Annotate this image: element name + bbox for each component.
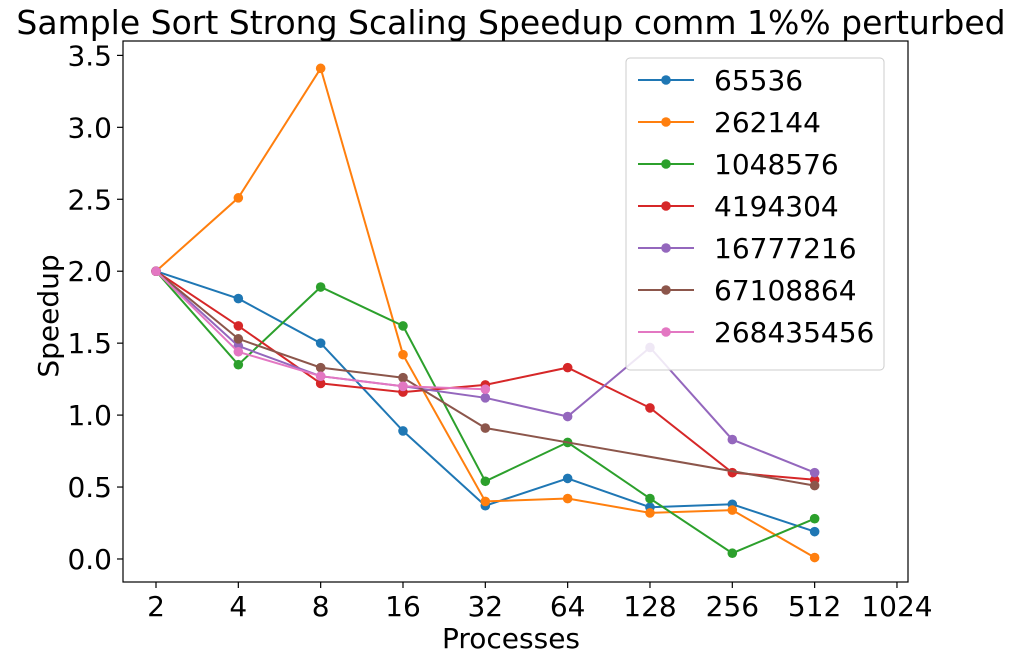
data-point xyxy=(480,393,491,403)
data-point xyxy=(398,426,408,436)
legend-marker xyxy=(661,159,671,169)
data-point xyxy=(233,346,244,357)
data-point xyxy=(233,334,244,344)
data-point xyxy=(398,381,408,392)
data-point xyxy=(315,338,326,348)
x-tick-label: 4 xyxy=(229,590,247,623)
x-tick-label: 64 xyxy=(550,590,586,623)
data-point xyxy=(315,362,326,373)
series-268435456 xyxy=(151,266,491,394)
legend-label: 262144 xyxy=(714,106,821,139)
legend-marker xyxy=(661,285,671,295)
data-point xyxy=(480,476,491,487)
x-tick-label: 2 xyxy=(147,590,165,623)
legend-entry: 16777216 xyxy=(638,232,857,265)
data-point xyxy=(727,505,738,515)
x-tick-label: 512 xyxy=(788,590,841,623)
y-tick-label: 1.0 xyxy=(67,399,112,432)
x-axis: 2 4 8 16 32 64 128 256 512 1024 xyxy=(147,582,933,623)
legend-label: 65536 xyxy=(714,64,803,97)
data-point xyxy=(480,384,491,394)
legend-entry: 268435456 xyxy=(638,316,874,349)
x-tick-label: 8 xyxy=(312,590,330,623)
data-point xyxy=(727,548,738,559)
y-tick-label: 1.5 xyxy=(67,327,112,360)
data-point xyxy=(480,423,491,433)
x-tick-label: 128 xyxy=(623,590,676,623)
legend-entry: 262144 xyxy=(638,106,821,139)
data-point xyxy=(233,359,244,370)
legend-box xyxy=(625,57,885,371)
x-tick-label: 32 xyxy=(467,590,503,623)
legend-label: 4194304 xyxy=(714,190,839,223)
data-point xyxy=(809,552,820,563)
legend-label: 1048576 xyxy=(714,148,839,181)
data-point xyxy=(645,493,655,504)
data-point xyxy=(562,473,573,484)
series-1048576 xyxy=(151,266,820,559)
legend-marker xyxy=(661,327,671,337)
y-tick-label: 3.0 xyxy=(67,111,112,144)
data-point xyxy=(562,411,573,422)
data-point xyxy=(809,513,820,524)
legend-label: 16777216 xyxy=(714,232,857,265)
data-point xyxy=(562,362,573,373)
legend-marker xyxy=(661,75,671,85)
x-axis-label: Processes xyxy=(442,622,580,655)
legend-marker xyxy=(661,201,671,211)
chart-title: Sample Sort Strong Scaling Speedup comm … xyxy=(16,3,1005,42)
x-tick-label: 16 xyxy=(385,590,421,623)
data-point xyxy=(315,371,326,382)
legend-marker xyxy=(661,117,671,127)
y-tick-label: 2.0 xyxy=(67,255,112,288)
legend-label: 67108864 xyxy=(714,274,857,307)
y-tick-label: 0.0 xyxy=(67,543,112,576)
data-point xyxy=(809,480,820,491)
data-point xyxy=(645,403,655,413)
legend-label: 268435456 xyxy=(714,316,874,349)
y-tick-label: 2.5 xyxy=(67,183,112,216)
data-point xyxy=(398,321,408,331)
data-point xyxy=(645,508,655,518)
series-line xyxy=(155,270,815,487)
data-point xyxy=(315,282,326,292)
data-point xyxy=(480,496,491,507)
y-axis: 0.0 0.5 1.0 1.5 2.0 2.5 3.0 3.5 xyxy=(67,39,123,576)
data-point xyxy=(398,372,408,383)
plot-area xyxy=(122,40,909,583)
data-point xyxy=(809,467,820,478)
y-axis-label: Speedup xyxy=(32,254,65,377)
legend-entry: 65536 xyxy=(638,64,803,97)
data-point xyxy=(151,266,161,277)
data-point xyxy=(562,493,573,504)
series-262144 xyxy=(151,63,820,563)
legend-entry: 4194304 xyxy=(638,190,839,223)
y-tick-label: 3.5 xyxy=(67,39,112,72)
data-point xyxy=(233,321,244,331)
x-tick-label: 256 xyxy=(706,590,759,623)
data-point xyxy=(809,526,820,537)
data-point xyxy=(315,378,326,389)
legend: 65536 262144 1048576 4194304 16777216 6710886… xyxy=(625,57,885,371)
data-point xyxy=(315,63,326,74)
y-tick-label: 0.5 xyxy=(67,471,112,504)
legend-entry: 67108864 xyxy=(638,274,857,307)
data-point xyxy=(398,349,408,360)
data-point xyxy=(233,193,244,203)
data-point xyxy=(727,434,738,445)
data-point xyxy=(233,293,244,304)
x-tick-label: 1024 xyxy=(861,590,932,623)
legend-marker xyxy=(661,243,671,253)
legend-entry: 1048576 xyxy=(638,148,839,181)
